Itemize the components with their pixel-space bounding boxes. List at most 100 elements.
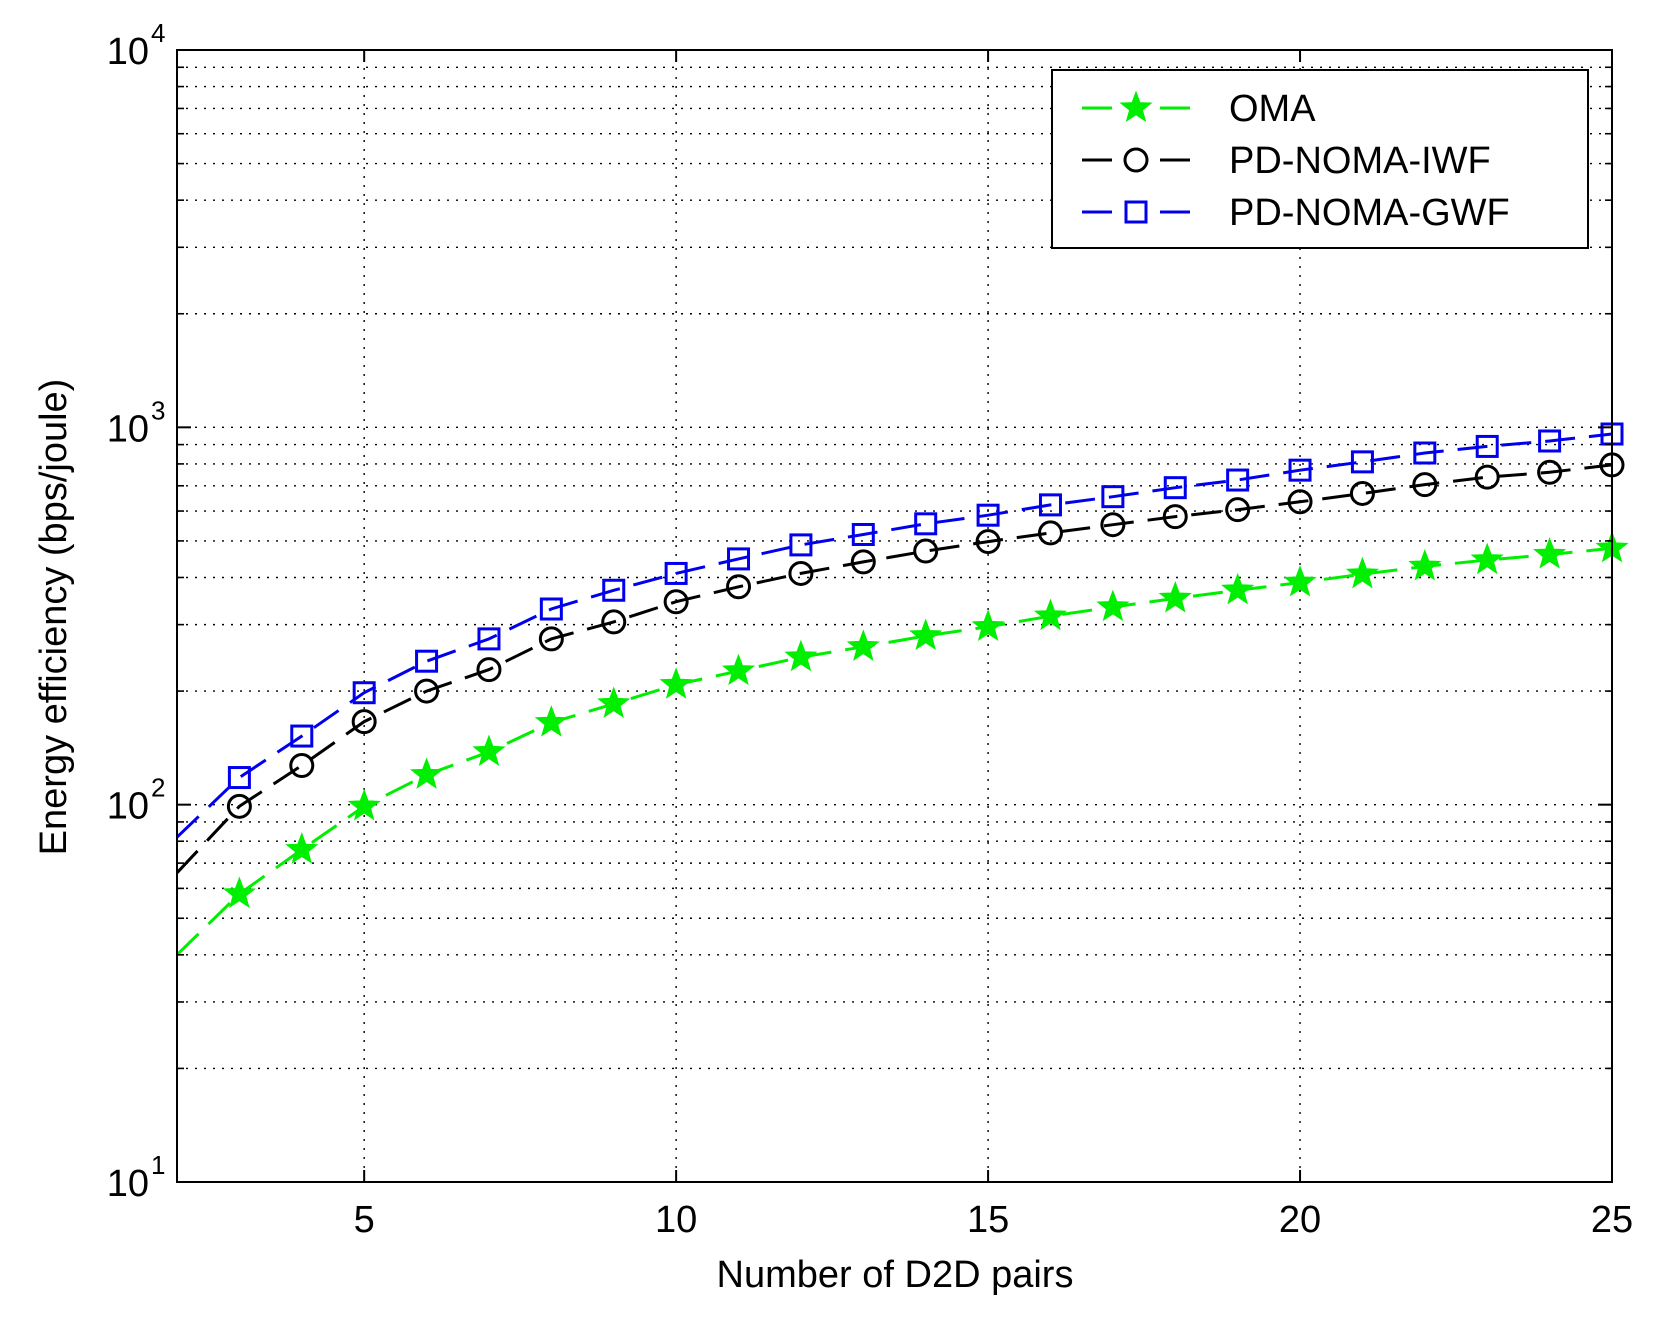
- data-point: [1037, 520, 1063, 546]
- y-axis-title: Energy efficiency (bps/joule): [33, 379, 75, 856]
- data-point: [1533, 537, 1567, 569]
- legend-item: PD-NOMA-GWF: [1082, 192, 1510, 234]
- data-point: [1288, 458, 1312, 482]
- y-tick-exponent: 3: [151, 395, 165, 425]
- data-point: [226, 793, 252, 819]
- legend-box: [1051, 69, 1589, 249]
- y-tick-exponent: 1: [151, 1150, 165, 1180]
- data-point: [476, 657, 502, 683]
- data-point: [1158, 580, 1192, 613]
- series-pd-noma-gwf: [175, 422, 1624, 839]
- data-point: [850, 549, 876, 575]
- data-point: [414, 678, 440, 704]
- data-point: [851, 522, 875, 546]
- data-point: [1096, 589, 1130, 622]
- data-point: [726, 574, 752, 600]
- data-point: [227, 766, 251, 790]
- data-point: [409, 757, 444, 789]
- data-point: [1538, 429, 1562, 453]
- legend: OMA PD-NOMA-IWF PD-NOMA-GWF: [1051, 69, 1589, 249]
- data-point: [477, 627, 501, 651]
- legend-item: PD-NOMA-IWF: [1082, 140, 1491, 182]
- data-point: [1475, 434, 1499, 458]
- legend-marker: [1119, 90, 1153, 123]
- legend-marker: [1123, 147, 1149, 173]
- y-tick-exponent: 4: [151, 18, 165, 48]
- data-point: [352, 681, 376, 705]
- data-point: [1221, 572, 1255, 605]
- y-tick-label: 10: [107, 31, 149, 73]
- data-point: [1226, 468, 1250, 492]
- data-point: [351, 709, 377, 735]
- x-tick-label: 5: [354, 1199, 375, 1241]
- series-oma: [175, 530, 1629, 956]
- data-point: [976, 503, 1000, 527]
- data-point: [727, 547, 751, 571]
- data-point: [289, 752, 315, 778]
- data-point: [1350, 450, 1374, 474]
- data-point: [1038, 493, 1062, 517]
- x-tick-label: 25: [1591, 1199, 1633, 1241]
- legend-item: OMA: [1082, 88, 1316, 130]
- data-point: [539, 597, 563, 621]
- y-tick-label: 10: [107, 786, 149, 828]
- data-point: [721, 653, 756, 686]
- y-tick-label: 10: [107, 408, 149, 450]
- data-point: [909, 618, 943, 651]
- data-point: [290, 724, 314, 748]
- y-tick-label: 10: [107, 1163, 149, 1205]
- data-point: [1283, 565, 1317, 597]
- x-tick-label: 10: [655, 1199, 697, 1241]
- data-point: [534, 705, 568, 737]
- data-point: [1163, 476, 1187, 500]
- data-point: [1287, 489, 1313, 515]
- data-point: [1225, 497, 1251, 523]
- x-axis-title: Number of D2D pairs: [717, 1254, 1074, 1296]
- data-point: [415, 649, 439, 673]
- data-point: [1349, 480, 1375, 506]
- series-layer: [175, 422, 1629, 956]
- series-pd-noma-iwf: [175, 452, 1625, 874]
- data-point: [1345, 556, 1380, 589]
- data-point: [1033, 598, 1068, 631]
- x-tick-label: 15: [967, 1199, 1009, 1241]
- data-point: [1412, 472, 1438, 498]
- data-point: [975, 529, 1001, 555]
- data-point: [1537, 459, 1563, 485]
- data-point: [1162, 504, 1188, 530]
- data-point: [971, 609, 1005, 641]
- legend-marker: [1124, 200, 1148, 224]
- data-point: [784, 639, 818, 672]
- data-point: [597, 686, 631, 718]
- data-point: [846, 629, 880, 661]
- data-point: [788, 560, 814, 586]
- data-point: [1474, 464, 1500, 490]
- data-point: [472, 734, 506, 766]
- data-point: [1413, 441, 1437, 465]
- data-point: [1408, 548, 1442, 581]
- data-point: [538, 626, 564, 652]
- data-point: [602, 578, 626, 602]
- x-tick-label: 20: [1279, 1199, 1321, 1241]
- plot-frame: [176, 49, 1613, 1183]
- legend-label: PD-NOMA-GWF: [1229, 192, 1510, 234]
- data-point: [789, 533, 813, 557]
- y-tick-exponent: 2: [151, 773, 165, 803]
- data-point: [913, 538, 939, 564]
- data-point: [914, 512, 938, 536]
- data-point: [664, 561, 688, 585]
- data-point: [222, 876, 256, 909]
- data-point: [1100, 512, 1126, 538]
- legend-label: OMA: [1229, 88, 1316, 130]
- data-point: [285, 832, 319, 864]
- data-point: [601, 609, 627, 635]
- data-point: [347, 788, 381, 821]
- data-point: [1470, 542, 1504, 575]
- data-point: [1101, 485, 1125, 509]
- legend-label: PD-NOMA-IWF: [1229, 140, 1491, 182]
- data-point: [663, 589, 689, 615]
- data-point: [659, 667, 693, 699]
